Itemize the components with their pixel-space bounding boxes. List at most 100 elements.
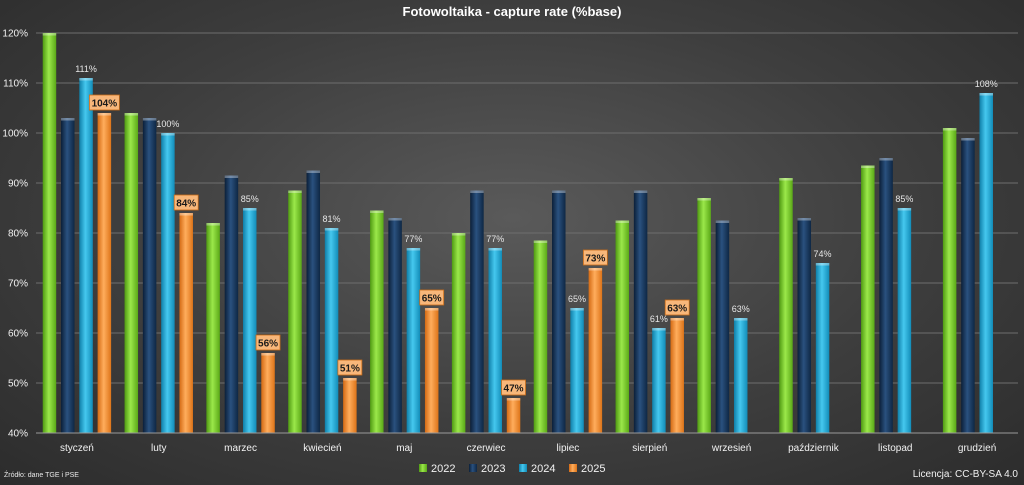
data-label-box (582, 249, 608, 266)
data-label: 74% (814, 249, 832, 259)
bar-2022-11 (861, 165, 875, 433)
bar-cap (552, 190, 566, 193)
data-labels: 111% 104% 100% 84% 85% 56% 81% 51% 77% 65% 77% 47% 6… (75, 64, 998, 396)
bar-cap (42, 33, 57, 36)
data-label: 84% (176, 199, 196, 210)
bar-2022-7 (533, 240, 548, 433)
y-tick-label: 50% (8, 379, 28, 390)
bar-2022-10 (779, 178, 793, 433)
data-label-box (88, 94, 120, 111)
bar-cap (242, 208, 257, 211)
x-tick-label: listopad (878, 443, 912, 454)
bar-2024-4 (324, 228, 339, 433)
bar-cap (815, 263, 830, 266)
legend-swatch-2022 (419, 464, 427, 472)
bar-cap (370, 210, 384, 213)
y-tick-label: 120% (2, 29, 28, 40)
bar-cap (779, 178, 793, 181)
bar-2023-5 (388, 218, 402, 433)
x-tick-label: kwiecień (303, 443, 341, 454)
data-label: 100% (156, 119, 179, 129)
data-label: 104% (92, 99, 118, 110)
bar-2023-2 (142, 118, 157, 433)
bar-2022-5 (370, 210, 384, 433)
x-tick-label: lipiec (557, 443, 580, 454)
bar-2024-7 (570, 308, 584, 433)
bar-cap (470, 190, 484, 193)
y-tick-label: 70% (8, 279, 28, 290)
data-label: 85% (895, 194, 913, 204)
bar-cap (261, 353, 275, 356)
y-tick-label: 40% (8, 429, 28, 440)
bar-cap (697, 198, 711, 201)
data-label: 85% (241, 194, 259, 204)
data-label: 65% (568, 294, 586, 304)
x-tick-label: maj (396, 443, 412, 454)
bar-cap (797, 218, 812, 221)
data-label: 56% (258, 339, 278, 350)
bar-2024-3 (242, 208, 257, 433)
bar-2022-4 (288, 190, 302, 433)
bar-cap (79, 78, 93, 81)
y-tick-label: 90% (8, 179, 28, 190)
data-label: 47% (504, 384, 524, 395)
bar-2024-2 (161, 133, 175, 433)
bar-2025-5 (424, 308, 439, 433)
bar-2024-1 (79, 78, 93, 433)
bar-cap (488, 248, 502, 251)
bar-2025-1 (97, 113, 112, 433)
license-note: Licencja: CC-BY-SA 4.0 (912, 469, 1018, 480)
bar-cap (406, 248, 421, 251)
data-label: 61% (650, 314, 668, 324)
gridlines (36, 32, 1018, 434)
bar-2023-1 (61, 118, 75, 433)
data-label-box (501, 379, 526, 396)
bar-cap (451, 233, 466, 236)
bar-cap (61, 118, 75, 121)
bar-2024-9 (733, 318, 748, 433)
y-tick-label: 60% (8, 329, 28, 340)
bar-cap (570, 308, 584, 311)
bar-cap (652, 328, 666, 331)
bar-cap (388, 218, 402, 221)
bar-cap (306, 170, 321, 173)
bar-2024-5 (406, 248, 421, 433)
bar-2022-6 (451, 233, 466, 433)
x-tick-label: marzec (224, 443, 257, 454)
legend-swatch-2025 (569, 464, 577, 472)
legend-swatch-2024 (519, 464, 527, 472)
x-tick-label: luty (151, 443, 167, 454)
bar-2022-1 (42, 33, 57, 433)
bar-2024-12 (979, 93, 993, 433)
bar-cap (733, 318, 748, 321)
bar-cap (179, 213, 193, 216)
bar-cap (942, 128, 957, 131)
bar-2025-4 (343, 378, 357, 433)
bar-cap (161, 133, 175, 136)
bar-cap (343, 378, 357, 381)
bar-2022-12 (942, 128, 957, 433)
bar-cap (506, 398, 521, 401)
bar-2023-6 (470, 190, 484, 433)
data-label: 81% (323, 214, 341, 224)
bar-2023-4 (306, 170, 321, 433)
bar-cap (142, 118, 157, 121)
y-tick-label: 80% (8, 229, 28, 240)
y-tick-label: 110% (3, 79, 28, 90)
bar-cap (97, 113, 112, 116)
bar-2024-11 (897, 208, 912, 433)
data-label: 65% (422, 294, 442, 305)
data-label-box (173, 194, 199, 211)
bar-cap (206, 223, 220, 226)
data-label: 63% (732, 304, 750, 314)
bar-cap (615, 220, 630, 223)
bar-2025-3 (261, 353, 275, 433)
bar-2023-11 (879, 158, 893, 433)
bar-cap (424, 308, 439, 311)
bar-2023-12 (961, 138, 975, 433)
bar-2022-9 (697, 198, 711, 433)
legend-swatch-2023 (469, 464, 477, 472)
bar-cap (979, 93, 993, 96)
legend-label: 2025 (581, 463, 605, 475)
